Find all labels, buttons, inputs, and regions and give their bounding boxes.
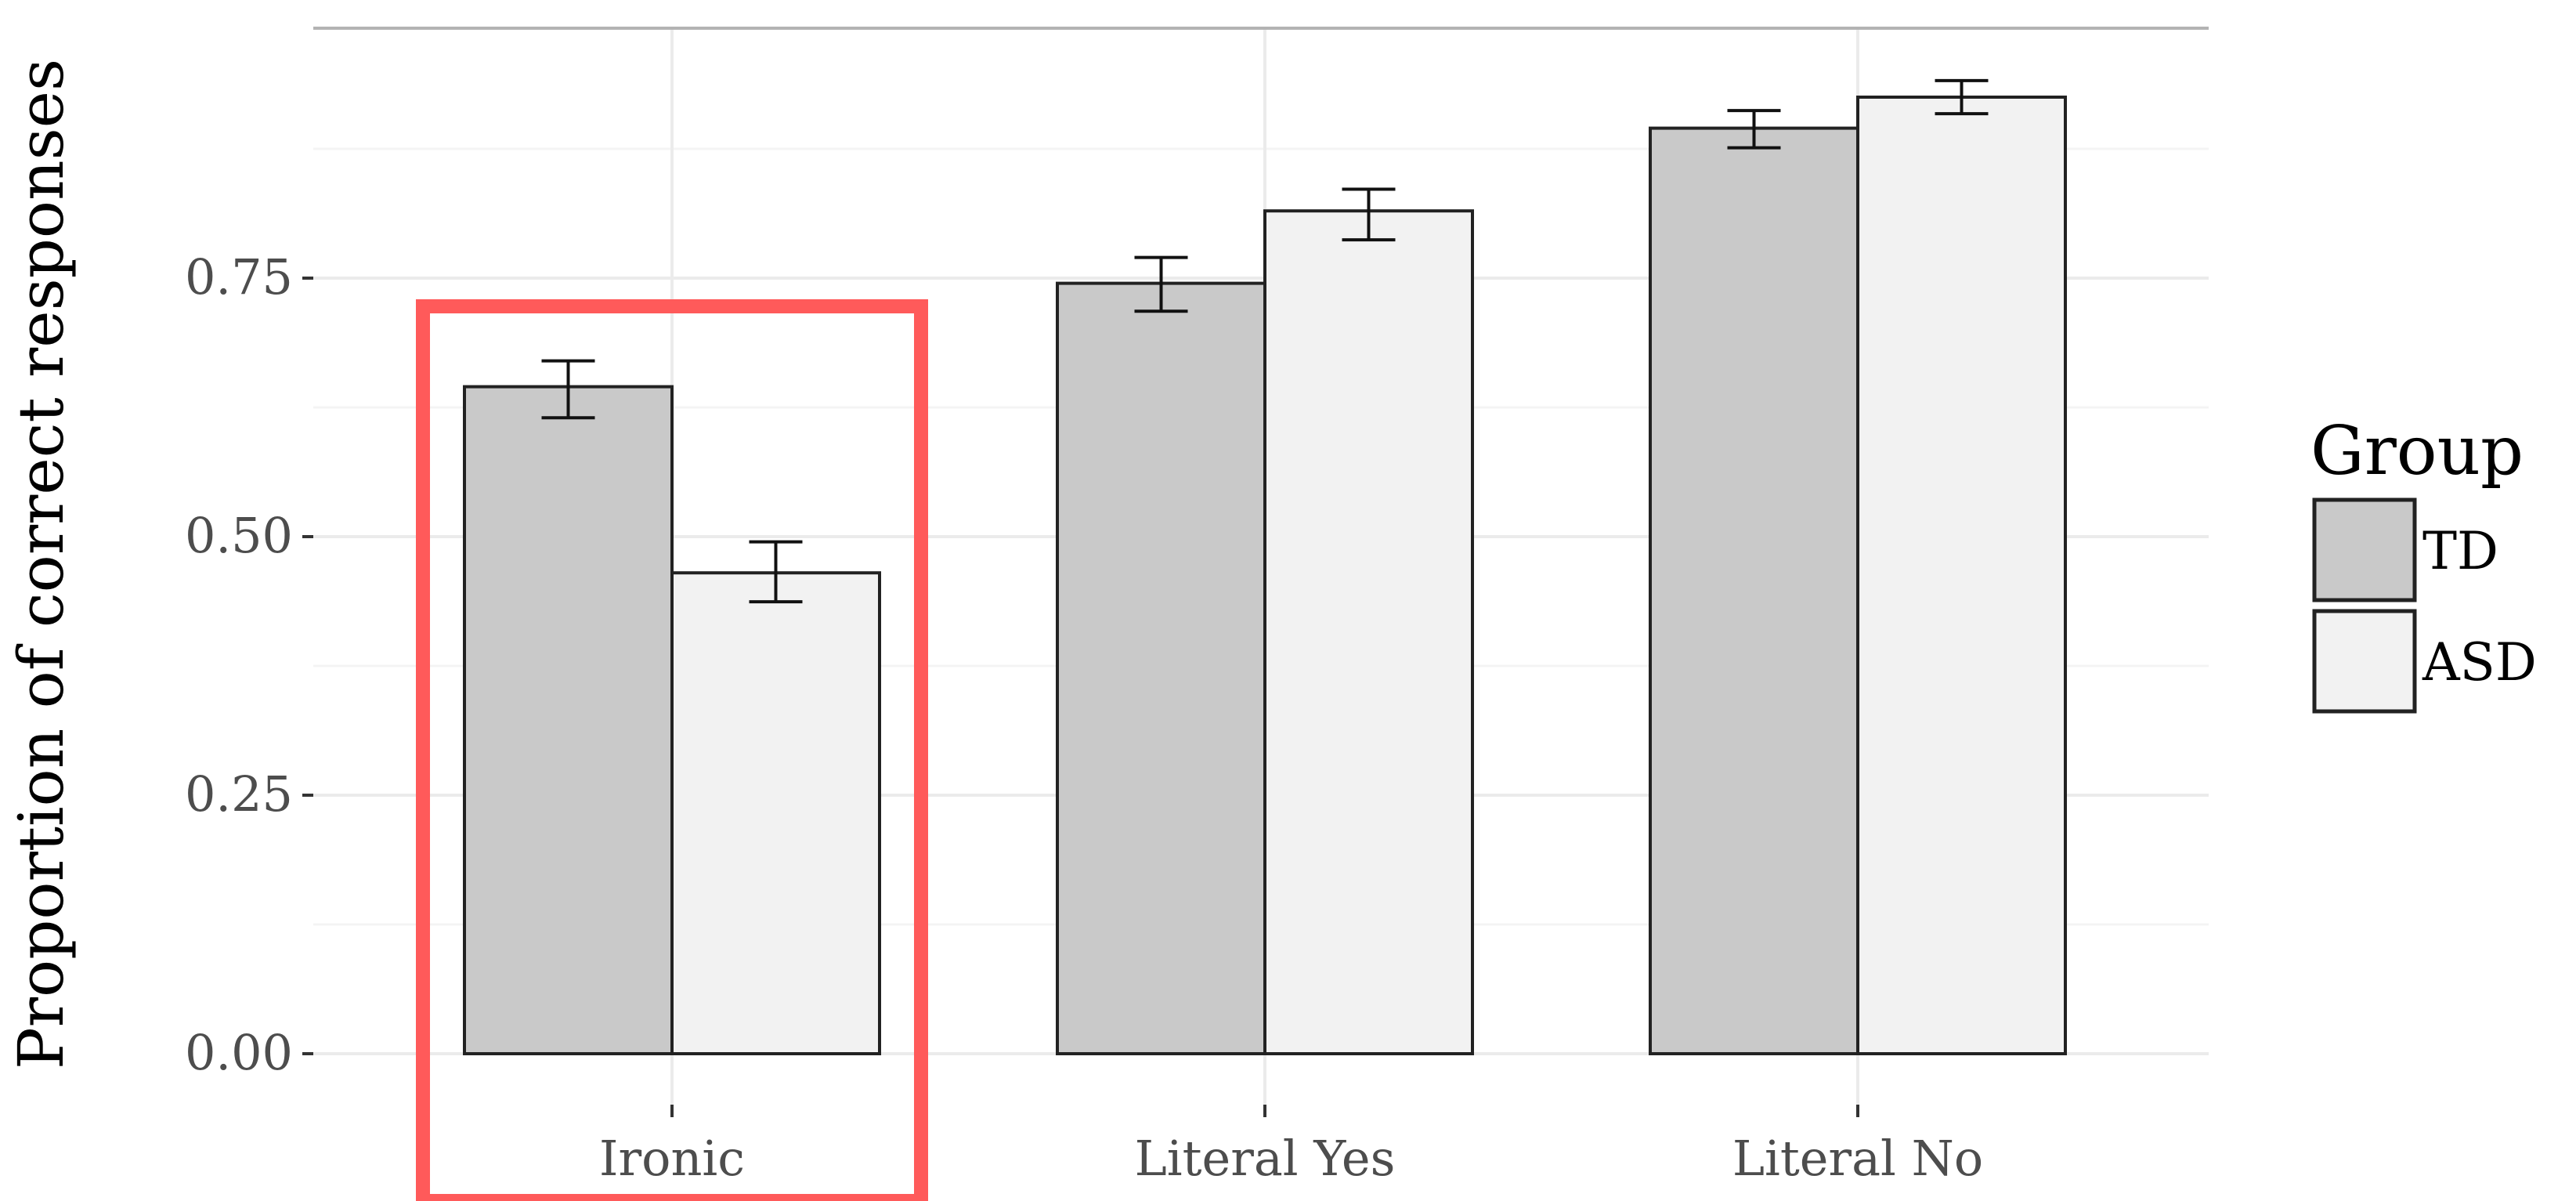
bar-td-literal-no: [1649, 126, 1859, 1056]
legend-label-td: TD: [2422, 521, 2498, 581]
x-tick-label: Ironic: [599, 1130, 745, 1187]
bar-td-ironic: [463, 385, 674, 1056]
bar-asd-ironic: [670, 571, 881, 1055]
legend-key-asd: [2312, 609, 2417, 714]
y-tick-label: 0.50: [185, 507, 293, 564]
highlight-rectangle: [416, 299, 928, 1201]
bar-asd-literal-yes: [1263, 209, 1474, 1056]
legend-title: Group: [2310, 412, 2524, 490]
y-tick-label: 0.25: [185, 765, 293, 823]
legend-key-td: [2312, 497, 2417, 602]
bars: [463, 96, 2067, 1056]
y-tick-label: 0.00: [185, 1024, 293, 1081]
legend-label-asd: ASD: [2422, 632, 2537, 693]
y-axis-ticks: 0.00 0.25 0.50 0.75: [185, 248, 313, 1081]
y-axis-title: Proportion of correct responses: [5, 59, 78, 1069]
x-axis-ticks: Ironic Literal Yes Literal No: [599, 1105, 1983, 1187]
bar-asd-literal-no: [1856, 96, 2067, 1055]
y-tick-label: 0.75: [185, 248, 293, 306]
error-bars: [541, 78, 1989, 604]
legend: Group TD ASD: [2310, 412, 2537, 714]
highlight-box: [416, 299, 928, 1201]
bar-td-literal-yes: [1056, 281, 1266, 1056]
x-tick-label: Literal No: [1732, 1130, 1983, 1187]
x-tick-label: Literal Yes: [1135, 1130, 1396, 1187]
